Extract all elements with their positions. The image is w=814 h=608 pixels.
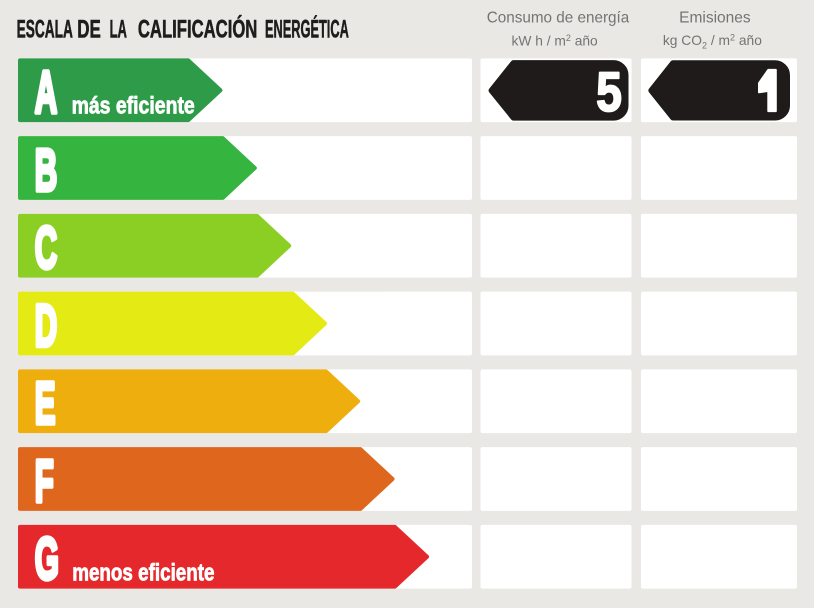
svg-text:CALIFICACIÓN: CALIFICACIÓN xyxy=(138,15,257,43)
svg-text:Emisiones: Emisiones xyxy=(679,9,751,26)
svg-text:ENERGÉTICA: ENERGÉTICA xyxy=(265,15,349,44)
svg-text:menos eficiente: menos eficiente xyxy=(72,558,214,586)
svg-text:D: D xyxy=(35,292,57,358)
svg-text:B: B xyxy=(35,137,57,203)
svg-text:LA: LA xyxy=(110,16,127,43)
svg-text:G: G xyxy=(35,525,59,591)
svg-text:5: 5 xyxy=(596,60,622,123)
svg-text:A: A xyxy=(35,59,57,125)
svg-text:kW h / m2 año: kW h / m2 año xyxy=(511,33,598,49)
svg-text:DE: DE xyxy=(77,17,101,44)
svg-text:Consumo de energía: Consumo de energía xyxy=(487,9,630,26)
svg-text:ESCALA: ESCALA xyxy=(17,17,73,44)
svg-text:F: F xyxy=(35,448,54,514)
svg-text:E: E xyxy=(35,370,56,436)
svg-text:más eficiente: más eficiente xyxy=(72,92,195,119)
svg-text:C: C xyxy=(35,214,57,280)
svg-text:kg CO2 / m2 año: kg CO2 / m2 año xyxy=(663,33,762,51)
